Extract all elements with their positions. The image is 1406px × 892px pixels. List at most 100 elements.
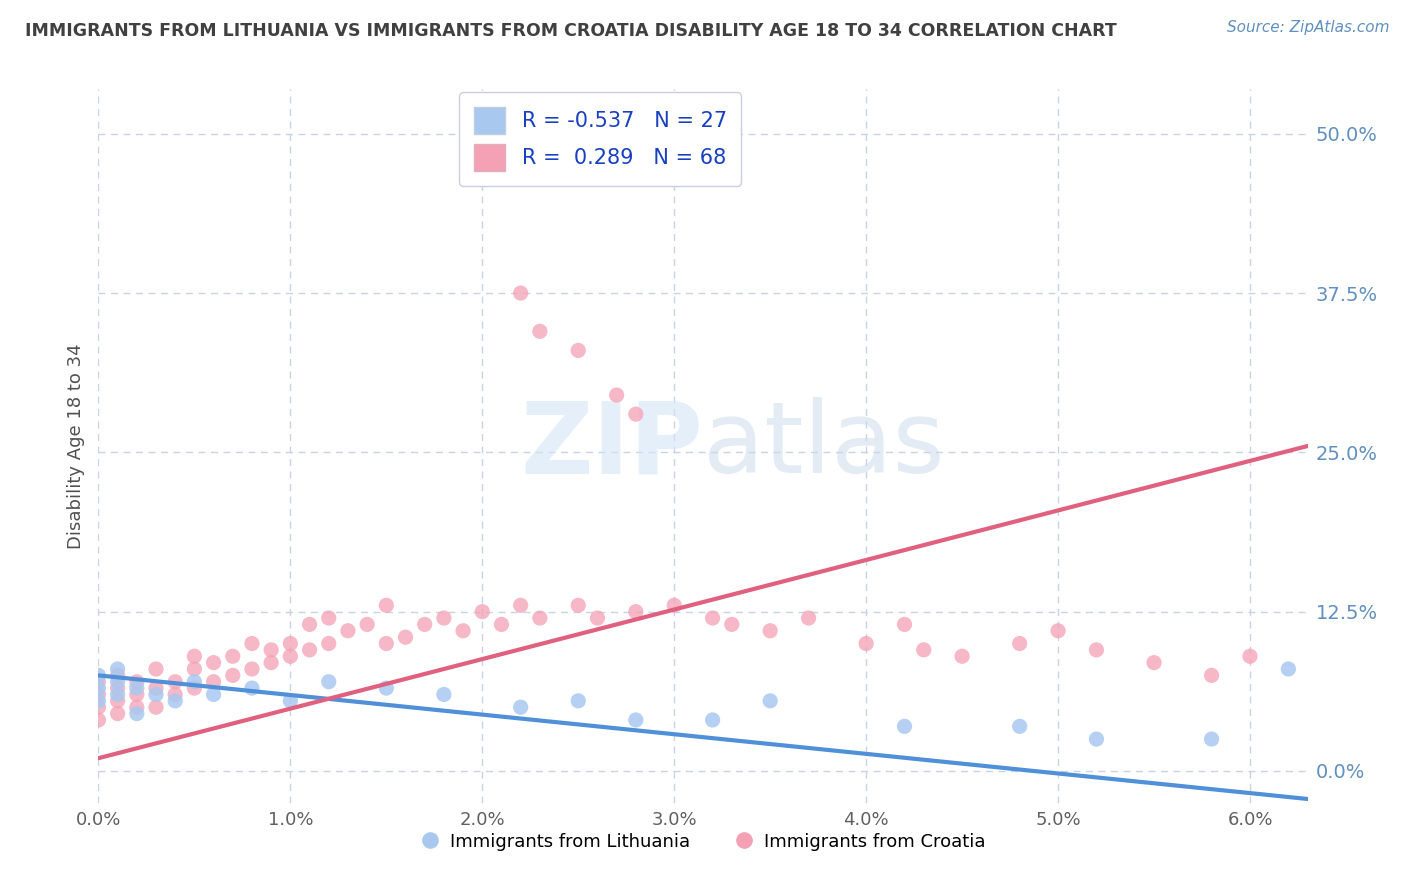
Point (298, 617, 321, 632)
Point (87, 688, 110, 702)
Point (624, 407, 647, 421)
Point (260, 643, 283, 657)
Point (586, 611, 609, 625)
Point (1008, 719, 1031, 733)
Point (356, 617, 378, 632)
Point (260, 656, 283, 670)
Point (87, 674, 110, 689)
Point (318, 611, 340, 625)
Point (125, 674, 148, 689)
Point (394, 630, 416, 644)
Point (471, 605, 494, 619)
Point (1085, 643, 1108, 657)
Point (125, 688, 148, 702)
Point (125, 681, 148, 695)
Point (720, 617, 742, 632)
Text: IMMIGRANTS FROM LITHUANIA VS IMMIGRANTS FROM CROATIA DISABILITY AGE 18 TO 34 COR: IMMIGRANTS FROM LITHUANIA VS IMMIGRANTS … (25, 22, 1116, 40)
Point (433, 688, 456, 702)
Point (759, 694, 782, 708)
Point (529, 324, 551, 338)
Point (183, 681, 205, 695)
Point (664, 599, 686, 613)
Point (107, 674, 129, 689)
Point (702, 611, 724, 625)
Point (797, 611, 820, 625)
Point (606, 388, 628, 402)
Point (1201, 668, 1223, 682)
Point (165, 674, 187, 689)
Text: ZIP: ZIP (520, 398, 703, 494)
Point (375, 681, 398, 695)
Legend: Immigrants from Lithuania, Immigrants from Croatia: Immigrants from Lithuania, Immigrants fr… (413, 826, 993, 858)
Point (1201, 732, 1223, 747)
Point (1239, 649, 1261, 664)
Point (202, 656, 225, 670)
Text: atlas: atlas (703, 398, 945, 494)
Point (87, 668, 110, 682)
Point (624, 713, 647, 727)
Point (202, 674, 225, 689)
Point (1085, 732, 1108, 747)
Point (222, 649, 245, 664)
Point (1277, 662, 1299, 676)
Point (240, 681, 263, 695)
Point (280, 694, 302, 708)
Point (107, 694, 129, 708)
Point (893, 719, 915, 733)
Point (87, 694, 110, 708)
Point (87, 700, 110, 714)
Point (107, 662, 129, 676)
Point (222, 668, 245, 682)
Point (413, 617, 436, 632)
Point (759, 624, 782, 638)
Point (240, 636, 263, 650)
Point (893, 617, 915, 632)
Point (1047, 624, 1070, 638)
Point (912, 643, 935, 657)
Point (107, 681, 129, 695)
Point (567, 599, 589, 613)
Point (855, 636, 877, 650)
Point (165, 694, 187, 708)
Point (145, 662, 167, 676)
Point (280, 649, 302, 664)
Point (491, 617, 513, 632)
Point (125, 700, 148, 714)
Point (107, 706, 129, 721)
Point (451, 624, 474, 638)
Point (318, 674, 340, 689)
Point (280, 636, 302, 650)
Point (165, 688, 187, 702)
Point (87, 681, 110, 695)
Point (183, 662, 205, 676)
Point (87, 713, 110, 727)
Point (145, 681, 167, 695)
Y-axis label: Disability Age 18 to 34: Disability Age 18 to 34 (66, 343, 84, 549)
Point (375, 636, 398, 650)
Point (567, 694, 589, 708)
Point (107, 668, 129, 682)
Point (125, 706, 148, 721)
Point (509, 599, 531, 613)
Text: Source: ZipAtlas.com: Source: ZipAtlas.com (1226, 20, 1389, 35)
Point (183, 674, 205, 689)
Point (145, 700, 167, 714)
Point (567, 343, 589, 358)
Point (183, 649, 205, 664)
Point (318, 636, 340, 650)
Point (702, 713, 724, 727)
Point (950, 649, 973, 664)
Point (624, 605, 647, 619)
Point (298, 643, 321, 657)
Point (145, 688, 167, 702)
Point (336, 624, 359, 638)
Point (433, 611, 456, 625)
Point (509, 700, 531, 714)
Point (529, 611, 551, 625)
Point (509, 286, 531, 301)
Point (240, 662, 263, 676)
Point (202, 688, 225, 702)
Point (1143, 656, 1166, 670)
Point (107, 688, 129, 702)
Point (375, 599, 398, 613)
